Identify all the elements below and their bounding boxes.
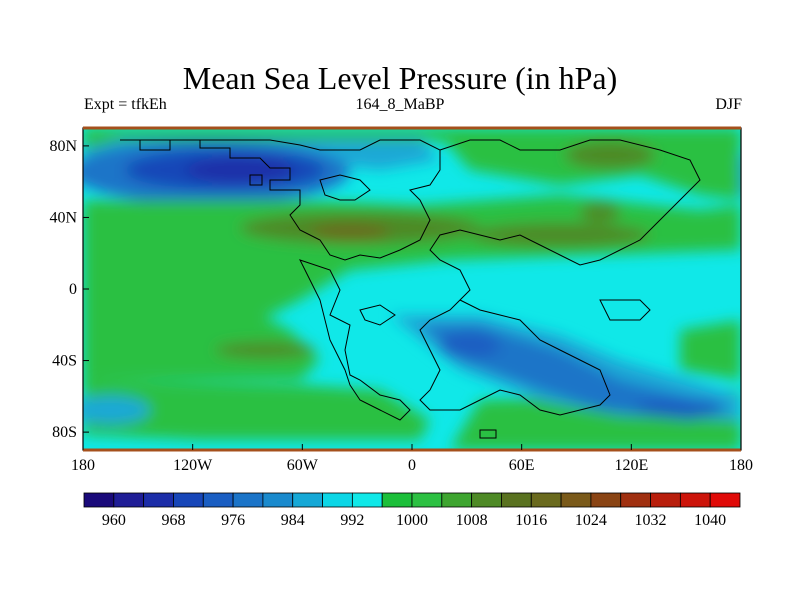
colorbar-swatch (441, 492, 473, 508)
colorbar-label: 960 (102, 512, 126, 529)
lon-tick-label: 60W (287, 457, 319, 474)
colorbar-swatch (471, 492, 502, 508)
experiment-label: Expt = tfkEh (84, 96, 167, 113)
colorbar-swatch (232, 492, 264, 508)
colorbar-swatch (590, 492, 622, 508)
colorbar-label: 1008 (456, 512, 488, 529)
colorbar-swatch (650, 492, 681, 508)
colorbar-swatch (83, 492, 115, 508)
colorbar-swatch (530, 492, 562, 508)
lat-tick-label: 40N (49, 209, 77, 226)
colorbar-swatch (292, 492, 323, 508)
colorbar-swatch (560, 492, 592, 508)
colorbar-label: 1000 (396, 512, 428, 529)
colorbar-label: 1024 (575, 512, 607, 529)
colorbar-label: 992 (340, 512, 364, 529)
period-label: 164_8_MaBP (355, 96, 445, 113)
pressure-field (83, 128, 741, 450)
colorbar-label: 976 (221, 512, 245, 529)
lat-tick-label: 80N (49, 138, 77, 155)
colorbar-swatch (381, 492, 413, 508)
season-label: DJF (715, 96, 742, 113)
colorbar-swatch (709, 492, 741, 508)
colorbar-swatch (411, 492, 443, 508)
lat-tick-label: 40S (52, 353, 77, 370)
colorbar-swatch (322, 492, 353, 508)
coastlines (120, 139, 701, 439)
colorbar-swatch (620, 492, 651, 508)
lat-tick-label: 80S (52, 424, 77, 441)
lon-tick-label: 180 (729, 457, 753, 474)
axis-ticks: 180 120W 60W 0 60E 120E 180 80N 40N 0 40S 80S (49, 138, 753, 474)
lat-tick-label: 0 (69, 281, 77, 298)
colorbar-swatch (262, 492, 294, 508)
lon-tick-label: 120W (173, 457, 213, 474)
map-title: Mean Sea Level Pressure (in hPa) (182, 60, 618, 96)
colorbar-label: 984 (281, 512, 305, 529)
colorbar-swatch (173, 492, 204, 508)
colorbar-swatch (113, 492, 145, 508)
lon-tick-label: 0 (408, 457, 416, 474)
colorbar-label: 1032 (635, 512, 667, 529)
lon-tick-label: 180 (71, 457, 95, 474)
colorbar-swatch (143, 492, 174, 508)
colorbar-swatch (202, 492, 234, 508)
lon-tick-label: 60E (509, 457, 535, 474)
lon-tick-label: 120E (614, 457, 648, 474)
colorbar: 960 968 976 984 992 1000 1008 1016 1024 1032 1040 (83, 492, 741, 529)
colorbar-swatch (679, 492, 711, 508)
colorbar-label: 1040 (694, 512, 726, 529)
colorbar-swatch (351, 492, 383, 508)
colorbar-label: 1016 (515, 512, 547, 529)
colorbar-swatch (501, 492, 532, 508)
colorbar-label: 968 (161, 512, 185, 529)
